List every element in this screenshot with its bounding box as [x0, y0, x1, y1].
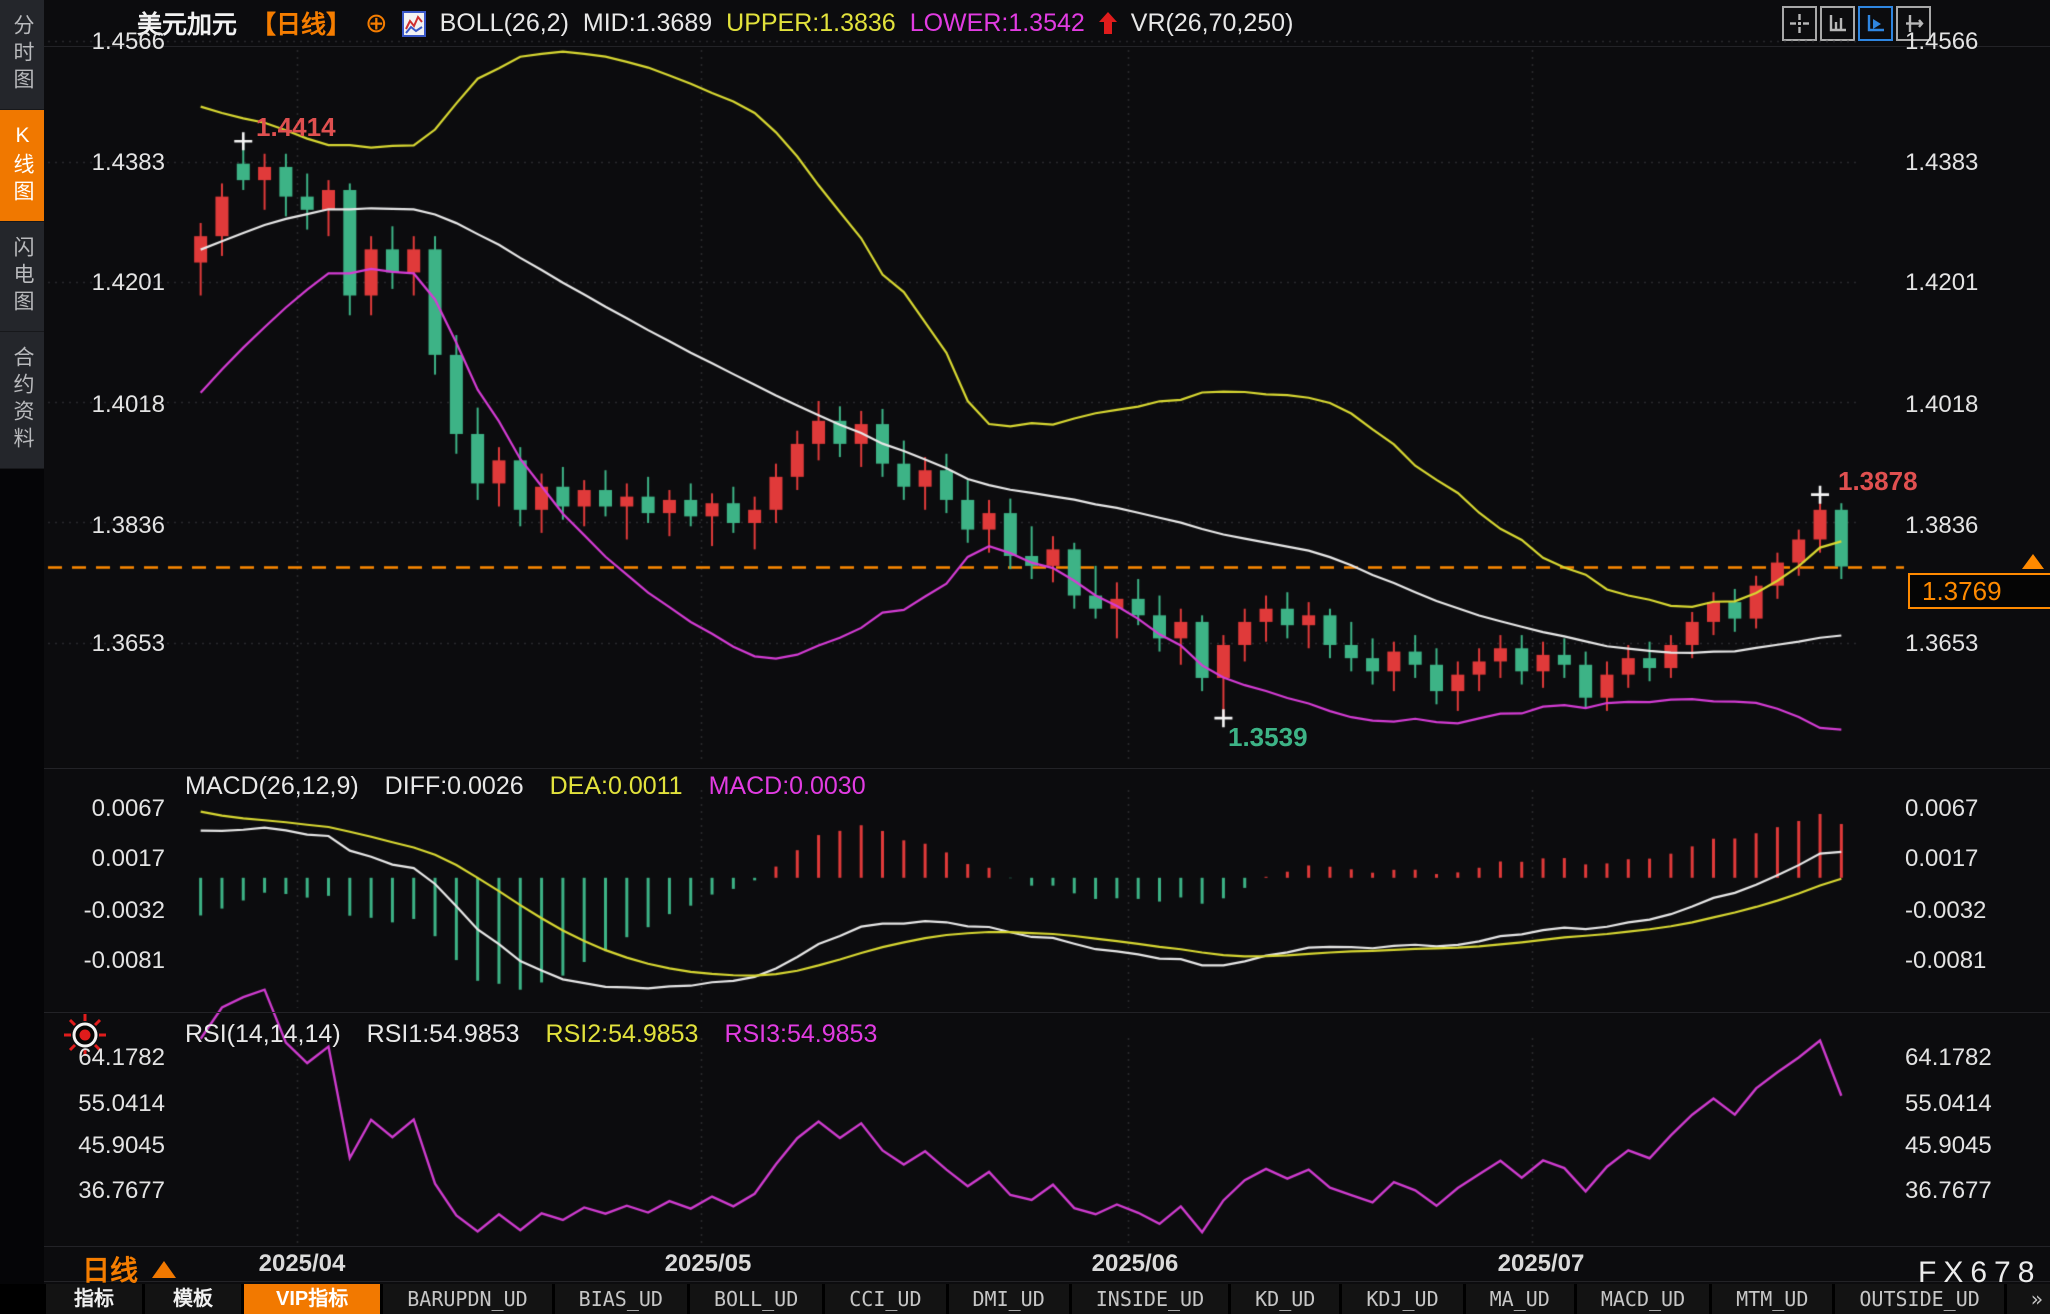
- separator: [44, 46, 2050, 47]
- indicator-tabbar: 指标 模板 VIP指标 BARUPDN_UD BIAS_UD BOLL_UD C…: [0, 1284, 2050, 1314]
- add-indicator-icon[interactable]: ⊕: [365, 7, 388, 38]
- separator: [44, 1012, 2050, 1013]
- tab-cci-ud[interactable]: CCI_UD: [825, 1284, 946, 1314]
- macd-dea-value: DEA:0.0011: [549, 772, 683, 800]
- tab-templates[interactable]: 模板: [145, 1284, 241, 1314]
- mini-chart-icon: [401, 9, 426, 37]
- trend-up-arrow-icon: [1098, 12, 1117, 34]
- period-selector[interactable]: 日线: [82, 1249, 177, 1289]
- main-axis-label-right: 1.3653: [1905, 630, 1979, 657]
- macd-header: MACD(26,12,9) DIFF:0.0026 DEA:0.0011 MAC…: [185, 772, 866, 801]
- boll-upper-value: UPPER:1.3836: [726, 8, 896, 37]
- rsi-axis-label-left: 55.0414: [78, 1090, 165, 1117]
- x-axis-date: 2025/04: [258, 1250, 346, 1277]
- macd-axis-label-right: -0.0081: [1905, 947, 1987, 974]
- rsi-axis-label-left: 64.1782: [78, 1044, 165, 1071]
- boll-mid-value: MID:1.3689: [582, 8, 713, 37]
- period-selector-label: 日线: [82, 1255, 139, 1286]
- main-axis-label-left: 1.3836: [91, 512, 165, 539]
- sidebar-tab-contract-info[interactable]: 合约资料: [0, 332, 44, 469]
- brand-watermark: FX678: [1918, 1256, 2042, 1289]
- x-axis-date: 2025/05: [664, 1250, 752, 1277]
- main-axis-label-right: 1.4383: [1905, 149, 1979, 176]
- period-low-annotation: 1.3539: [1228, 722, 1308, 752]
- rsi3-value: RSI3:54.9853: [724, 1020, 878, 1048]
- x-axis-date: 2025/07: [1497, 1250, 1585, 1277]
- macd-diff-value: DIFF:0.0026: [384, 772, 524, 800]
- main-axis-label-left: 1.3653: [91, 630, 165, 657]
- separator: [44, 768, 2050, 769]
- rsi-axis-label-right: 55.0414: [1905, 1090, 1992, 1117]
- macd-name: MACD(26,12,9): [185, 772, 359, 800]
- tab-outside-ud[interactable]: OUTSIDE_UD: [1835, 1284, 2004, 1314]
- sidebar-tab-timeline-chart[interactable]: 分时图: [0, 0, 44, 110]
- chevron-up-icon: [152, 1260, 177, 1278]
- rsi-header: RSI(14,14,14) RSI1:54.9853 RSI2:54.9853 …: [185, 1020, 877, 1049]
- tab-barupdn-ud[interactable]: BARUPDN_UD: [383, 1284, 552, 1314]
- tab-dmi-ud[interactable]: DMI_UD: [948, 1284, 1069, 1314]
- separator: [44, 1246, 2050, 1247]
- macd-macd-value: MACD:0.0030: [708, 772, 866, 800]
- tab-inside-ud[interactable]: INSIDE_UD: [1071, 1284, 1229, 1314]
- tab-more[interactable]: »: [2006, 1284, 2050, 1314]
- main-axis-label-right: 1.4201: [1905, 269, 1979, 296]
- main-axis-label-left: 1.4383: [91, 149, 165, 176]
- sidebar: 分时图 K线图 闪电图 合约资料: [0, 0, 44, 1314]
- x-axis-date: 2025/06: [1091, 1250, 1179, 1277]
- macd-axis-label-left: 0.0017: [91, 845, 165, 872]
- current-price-arrow-icon: [2022, 554, 2044, 569]
- rsi-axis-label-right: 64.1782: [1905, 1044, 1992, 1071]
- main-axis-label-left: 1.4018: [91, 391, 165, 418]
- macd-axis-label-right: 0.0067: [1905, 795, 1979, 822]
- titlebar: 美元加元 【日线】 ⊕ BOLL(26,2) MID:1.3689 UPPER:…: [44, 0, 2050, 46]
- current-price-badge: 1.3769: [1908, 573, 2050, 609]
- tab-macd-ud[interactable]: MACD_UD: [1576, 1284, 1710, 1314]
- macd-axis-label-right: 0.0017: [1905, 845, 1979, 872]
- period-tag[interactable]: 【日线】: [251, 11, 352, 39]
- rsi-axis-label-right: 45.9045: [1905, 1132, 1992, 1159]
- recent-high-annotation: 1.3878: [1838, 466, 1918, 496]
- macd-axis-label-right: -0.0032: [1905, 897, 1987, 924]
- tab-kdj-ud[interactable]: KDJ_UD: [1342, 1284, 1463, 1314]
- macd-axis-label-left: 0.0067: [91, 795, 165, 822]
- boll-label: BOLL(26,2): [439, 8, 569, 37]
- tab-boll-ud[interactable]: BOLL_UD: [689, 1284, 823, 1314]
- separator: [44, 1281, 2050, 1282]
- rsi1-value: RSI1:54.9853: [366, 1020, 520, 1048]
- main-axis-label-right: 1.4018: [1905, 391, 1979, 418]
- main-axis-label-left: 1.4201: [91, 269, 165, 296]
- main-axis-label-right: 1.3836: [1905, 512, 1979, 539]
- macd-axis-label-left: -0.0032: [83, 897, 165, 924]
- rsi-axis-label-left: 36.7677: [78, 1177, 165, 1204]
- tab-mtm-ud[interactable]: MTM_UD: [1712, 1284, 1833, 1314]
- vr-label: VR(26,70,250): [1130, 8, 1294, 37]
- alert-icon[interactable]: [62, 1012, 108, 1063]
- main-axis-label-left: 1.4566: [91, 28, 165, 55]
- symbol-name: 美元加元: [137, 11, 238, 39]
- rsi-axis-label-right: 36.7677: [1905, 1177, 1992, 1204]
- rsi2-value: RSI2:54.9853: [545, 1020, 699, 1048]
- boll-lower-value: LOWER:1.3542: [909, 8, 1085, 37]
- tab-kd-ud[interactable]: KD_UD: [1231, 1284, 1340, 1314]
- tab-indicators[interactable]: 指标: [46, 1284, 142, 1314]
- period-high-annotation: 1.4414: [256, 112, 336, 142]
- tab-bias-ud[interactable]: BIAS_UD: [554, 1284, 687, 1314]
- tab-vip-indicators[interactable]: VIP指标: [244, 1284, 381, 1314]
- main-axis-label-right: 1.4566: [1905, 28, 1979, 55]
- rsi-axis-label-left: 45.9045: [78, 1132, 165, 1159]
- macd-axis-label-left: -0.0081: [83, 947, 165, 974]
- tab-ma-ud[interactable]: MA_UD: [1465, 1284, 1574, 1314]
- rsi-name: RSI(14,14,14): [185, 1020, 341, 1048]
- sidebar-tab-lightning-chart[interactable]: 闪电图: [0, 222, 44, 332]
- sidebar-tab-candlestick-chart[interactable]: K线图: [0, 110, 44, 222]
